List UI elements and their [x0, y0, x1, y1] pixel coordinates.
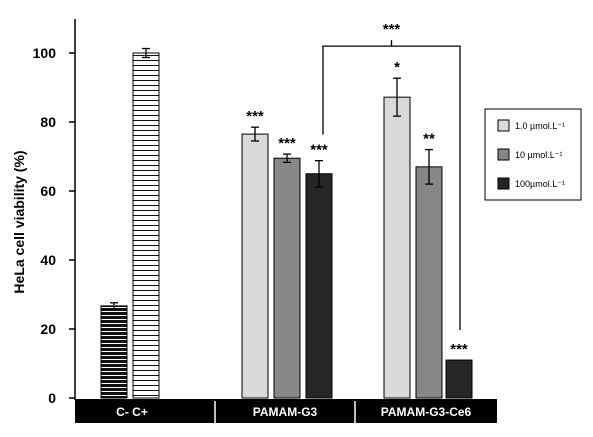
- y-tick-label: 20: [40, 321, 56, 337]
- x-group-label: PAMAM-G3-Ce6: [381, 405, 472, 419]
- legend-label: 10 µmol.L⁻¹: [515, 150, 562, 160]
- x-group-label: PAMAM-G3: [253, 405, 318, 419]
- bar: [100, 305, 128, 399]
- bars-layer: [100, 52, 473, 399]
- bar: [241, 133, 269, 399]
- error-bars-layer: [110, 47, 433, 310]
- bar: [132, 52, 160, 399]
- x-axis-band: [75, 399, 497, 423]
- y-tick-label: 60: [40, 183, 56, 199]
- bracket-label: ***: [383, 21, 401, 38]
- bar: [383, 96, 411, 399]
- significance-label: *: [394, 59, 400, 76]
- bar: [305, 173, 333, 399]
- significance-label: ***: [246, 108, 264, 125]
- significance-bracket: ***: [322, 21, 461, 331]
- x-group-label: C- C+: [116, 405, 148, 419]
- y-tick-label: 100: [33, 45, 57, 61]
- significance-layer: ****** *********: [246, 59, 468, 358]
- y-tick-label: 40: [40, 252, 56, 268]
- significance-label: ***: [278, 135, 296, 152]
- y-tick-label: 80: [40, 114, 56, 130]
- significance-label: ***: [450, 341, 468, 358]
- legend-label: 100µmol.L⁻¹: [515, 179, 565, 189]
- bar: [415, 166, 443, 399]
- legend-label: 1.0 µmol.L⁻¹: [515, 121, 565, 131]
- bar: [273, 157, 301, 399]
- y-tick-label: 0: [48, 390, 56, 406]
- x-axis-group-labels: C- C+ PAMAM-G3 PAMAM-G3-Ce6: [75, 399, 497, 423]
- significance-label: ***: [310, 142, 328, 159]
- legend-swatch: [497, 177, 510, 190]
- significance-label: **: [423, 131, 435, 148]
- legend: 1.0 µmol.L⁻¹ 10 µmol.L⁻¹ 100µmol.L⁻¹: [484, 108, 582, 201]
- legend-swatch: [497, 119, 510, 132]
- bar: [445, 359, 473, 399]
- y-axis: 0 20 40 60 80 100: [33, 19, 76, 406]
- legend-swatch: [497, 148, 510, 161]
- y-axis-label: HeLa cell viability (%): [11, 150, 27, 293]
